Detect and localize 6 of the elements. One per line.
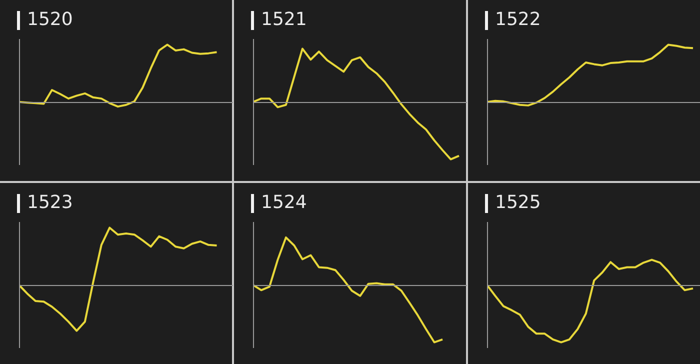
chart-title: 1520 (27, 8, 73, 32)
chart-title: 1523 (27, 191, 73, 215)
chart-title: 1521 (261, 8, 307, 32)
chart-title: 1525 (495, 191, 541, 215)
chart-title: 1522 (495, 8, 541, 32)
chart-title: 1524 (261, 191, 307, 215)
